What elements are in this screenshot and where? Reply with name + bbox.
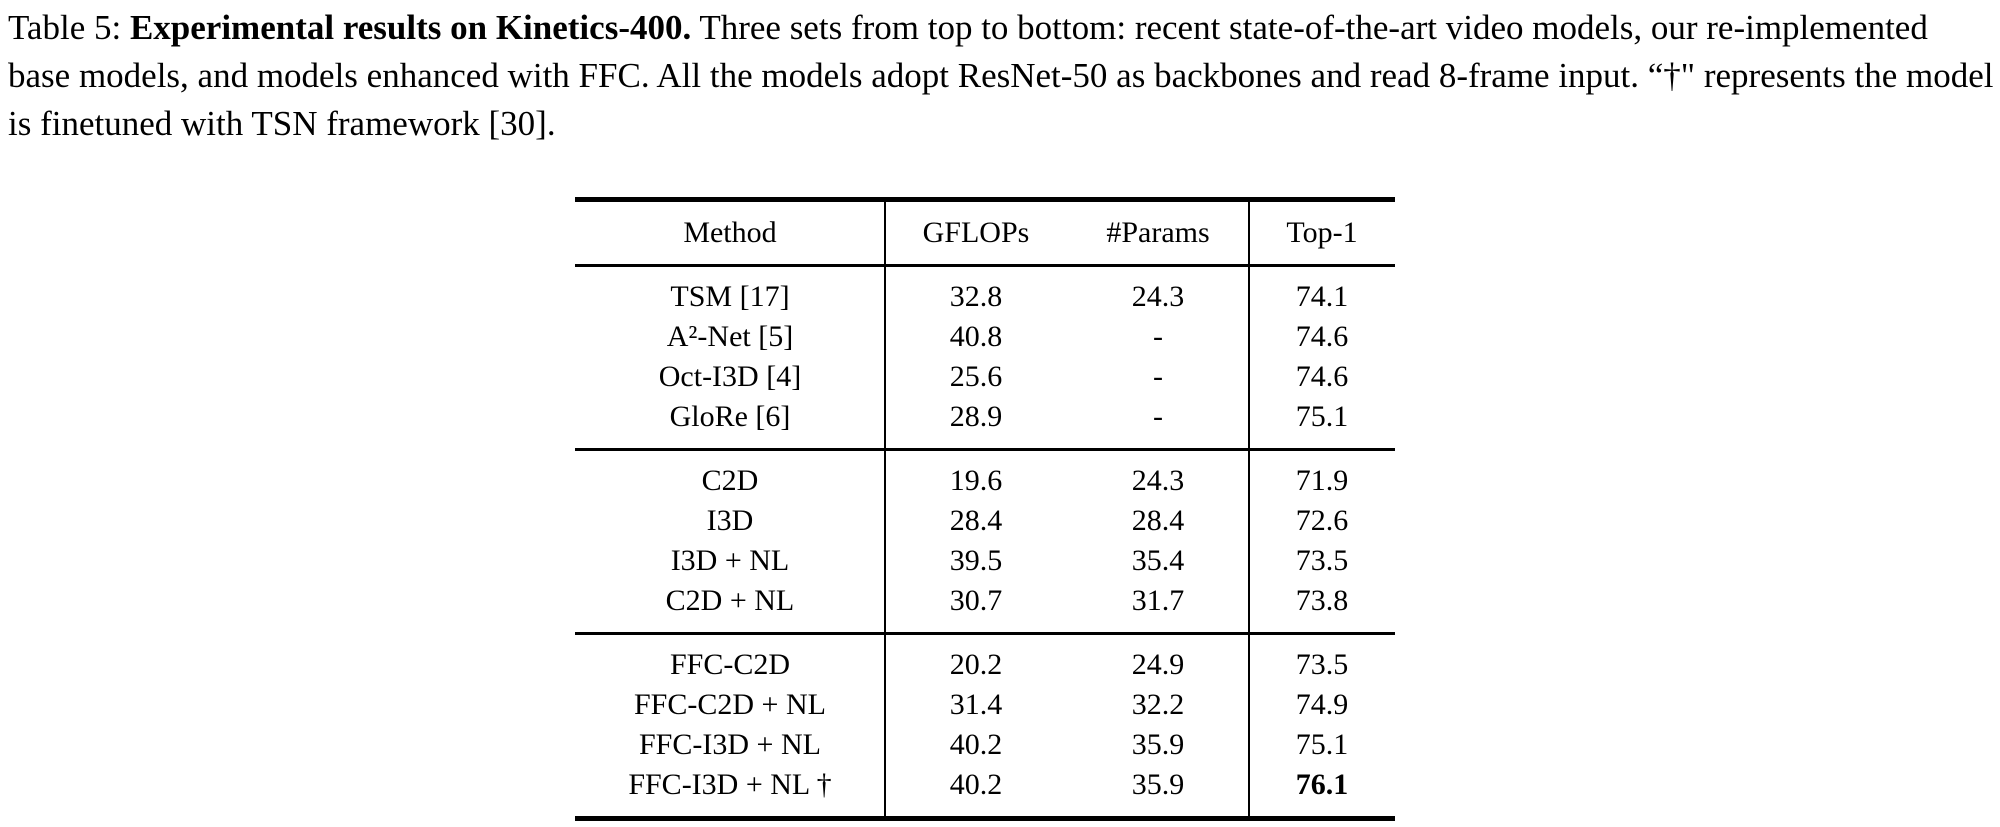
table-section-ffc-models: FFC-C2D 20.2 24.9 73.5 FFC-C2D + NL 31.4… [575, 635, 1395, 816]
top1-cell: 71.9 [1295, 464, 1349, 497]
params-cell: 24.3 [1131, 464, 1185, 497]
gflops-cell: 32.8 [949, 280, 1003, 313]
method-cell: C2D + NL [665, 584, 795, 617]
method-cell: I3D + NL [670, 544, 790, 577]
params-cell: - [1153, 400, 1163, 433]
table-row: Oct-I3D [4] 25.6 - 74.6 [575, 357, 1395, 397]
method-cell: GloRe [6] [669, 400, 791, 433]
header-divider-rule [575, 264, 1395, 267]
params-cell: 32.2 [1131, 688, 1185, 721]
vertical-rule [1248, 267, 1251, 448]
top1-cell: 73.5 [1295, 648, 1349, 681]
gflops-cell: 28.9 [949, 400, 1003, 433]
method-cell: FFC-I3D + NL † [628, 768, 832, 801]
table-row: I3D 28.4 28.4 72.6 [575, 501, 1395, 541]
params-cell: 35.4 [1131, 544, 1185, 577]
top1-cell: 74.9 [1295, 688, 1349, 721]
top1-cell: 74.6 [1295, 360, 1349, 393]
caption-title: Experimental results on Kinetics-400. [129, 8, 692, 47]
gflops-cell: 40.2 [949, 768, 1003, 801]
column-header-gflops: GFLOPs [922, 216, 1030, 249]
column-header-top1: Top-1 [1286, 216, 1358, 249]
table-bottom-rule [575, 816, 1395, 821]
vertical-rule [883, 635, 886, 816]
vertical-rule [1248, 451, 1251, 632]
table-row: FFC-I3D + NL 40.2 35.9 75.1 [575, 725, 1395, 765]
gflops-cell: 40.2 [949, 728, 1003, 761]
params-cell: 35.9 [1131, 768, 1185, 801]
caption-body: Three sets from top to bottom: recent st… [8, 8, 1994, 143]
table-row: C2D + NL 30.7 31.7 73.8 [575, 581, 1395, 621]
params-cell: - [1153, 360, 1163, 393]
vertical-rule [883, 202, 886, 264]
method-cell: FFC-C2D + NL [634, 688, 826, 721]
vertical-rule [883, 267, 886, 448]
params-cell: 35.9 [1131, 728, 1185, 761]
results-table: Method GFLOPs #Params Top-1 TSM [17] 32.… [575, 197, 1395, 821]
params-cell: 24.3 [1131, 280, 1185, 313]
gflops-cell: 40.8 [949, 320, 1003, 353]
method-cell: TSM [17] [670, 280, 790, 313]
method-cell: I3D [706, 504, 754, 537]
vertical-rule [1248, 202, 1251, 264]
params-cell: 28.4 [1131, 504, 1185, 537]
method-cell: C2D [701, 464, 759, 497]
table-row: C2D 19.6 24.3 71.9 [575, 461, 1395, 501]
top1-cell-best: 76.1 [1295, 768, 1349, 801]
section-divider-rule [575, 448, 1395, 451]
params-cell: - [1153, 320, 1163, 353]
method-cell: FFC-C2D [669, 648, 790, 681]
gflops-cell: 20.2 [949, 648, 1003, 681]
table-row: FFC-I3D + NL † 40.2 35.9 76.1 [575, 765, 1395, 805]
table-row: A²-Net [5] 40.8 - 74.6 [575, 317, 1395, 357]
section-divider-rule [575, 632, 1395, 635]
method-cell: A²-Net [5] [666, 320, 794, 353]
gflops-cell: 25.6 [949, 360, 1003, 393]
method-cell: Oct-I3D [4] [658, 360, 802, 393]
vertical-rule [1248, 635, 1251, 816]
gflops-cell: 19.6 [949, 464, 1003, 497]
top1-cell: 72.6 [1295, 504, 1349, 537]
table-row: GloRe [6] 28.9 - 75.1 [575, 397, 1395, 437]
params-cell: 24.9 [1131, 648, 1185, 681]
column-header-params: #Params [1106, 216, 1210, 249]
top1-cell: 73.5 [1295, 544, 1349, 577]
table-row: FFC-C2D + NL 31.4 32.2 74.9 [575, 685, 1395, 725]
table-row: I3D + NL 39.5 35.4 73.5 [575, 541, 1395, 581]
table-top-rule [575, 197, 1395, 202]
gflops-cell: 39.5 [949, 544, 1003, 577]
gflops-cell: 31.4 [949, 688, 1003, 721]
top1-cell: 73.8 [1295, 584, 1349, 617]
top1-cell: 74.6 [1295, 320, 1349, 353]
table-section-base-models: C2D 19.6 24.3 71.9 I3D 28.4 28.4 72.6 I3… [575, 451, 1395, 632]
top1-cell: 75.1 [1295, 400, 1349, 433]
top1-cell: 74.1 [1295, 280, 1349, 313]
column-header-method: Method [683, 216, 777, 249]
table-row: FFC-C2D 20.2 24.9 73.5 [575, 645, 1395, 685]
caption-table-number: Table 5: [8, 8, 130, 47]
table-row: TSM [17] 32.8 24.3 74.1 [575, 277, 1395, 317]
top1-cell: 75.1 [1295, 728, 1349, 761]
params-cell: 31.7 [1131, 584, 1185, 617]
gflops-cell: 30.7 [949, 584, 1003, 617]
table-header-row: Method GFLOPs #Params Top-1 [575, 202, 1395, 264]
vertical-rule [883, 451, 886, 632]
table-section-sota: TSM [17] 32.8 24.3 74.1 A²-Net [5] 40.8 … [575, 267, 1395, 448]
method-cell: FFC-I3D + NL [639, 728, 821, 761]
gflops-cell: 28.4 [949, 504, 1003, 537]
table-caption: Table 5: Experimental results on Kinetic… [8, 4, 1994, 148]
